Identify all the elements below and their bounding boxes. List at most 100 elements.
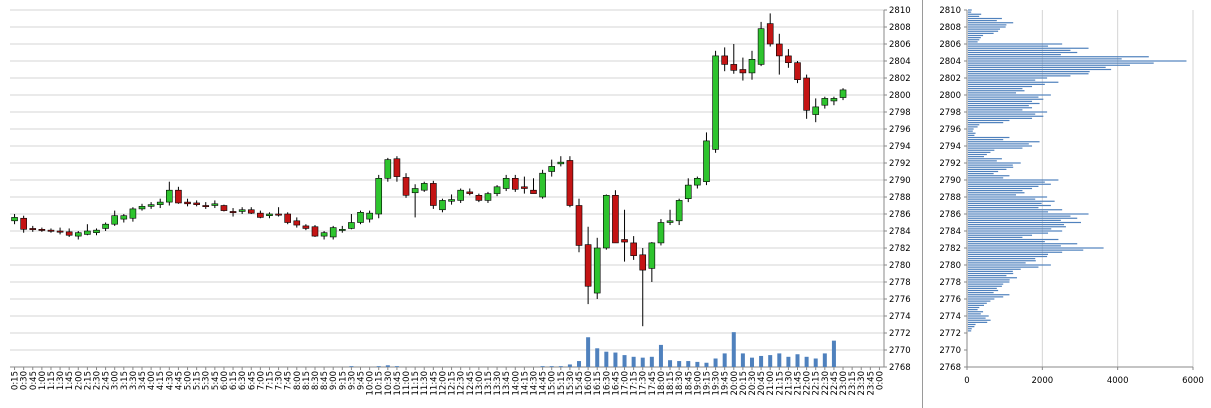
candle-body (675, 200, 683, 222)
candle-body (329, 227, 337, 238)
profile-bar (968, 285, 1002, 287)
candle-body (466, 191, 474, 194)
candle-body (175, 189, 182, 204)
candle-body (511, 178, 519, 190)
candle-body (111, 215, 118, 225)
x-tick-label: 3:15 (120, 371, 130, 390)
candle-body (757, 28, 765, 65)
panel-divider (922, 0, 923, 408)
profile-bar (968, 39, 980, 41)
x-tick-label: 9:15 (338, 371, 348, 390)
profile-bar (968, 128, 974, 130)
candle-body (402, 177, 410, 196)
y-tick-label: 2794 (889, 142, 911, 152)
candlestick-chart: 2768 2770 2772 2774 2776 2778 2780 2782 2784 2786… (10, 6, 911, 396)
volume-bar (385, 365, 390, 367)
profile-bar (968, 168, 1007, 170)
x-tick-label: 16:30 (602, 371, 612, 396)
profile-bar (968, 309, 978, 311)
x-tick-label: 13:30 (493, 371, 503, 396)
x-tick-label: 6:00 (220, 371, 230, 390)
profile-bar (968, 107, 1033, 109)
candle-body (430, 183, 437, 206)
candle-body (776, 43, 783, 57)
x-tick-label: 3:00 (111, 371, 121, 390)
candle-body (684, 184, 692, 200)
x-tick-label: 0:00 (875, 371, 885, 390)
x-tick-label: 11:15 (411, 371, 421, 396)
candle-body (393, 158, 401, 177)
candle-body (56, 230, 64, 233)
candle-body (566, 160, 574, 206)
candle-body (247, 209, 255, 214)
candle-body (275, 213, 282, 216)
x-tick-label: 1:00 (38, 371, 48, 390)
volume-bar (786, 356, 791, 367)
profile-bar (968, 105, 1029, 107)
candle-body (603, 195, 610, 249)
y-tick-label: 2776 (889, 295, 911, 305)
profile-bar (968, 11, 972, 13)
candle-body (712, 55, 719, 150)
profile-bar (968, 245, 1061, 247)
candle-body (766, 23, 774, 45)
profile-bar (968, 160, 997, 162)
profile-bar (968, 134, 975, 136)
x-tick-label: 8:30 (311, 371, 321, 390)
profile-bar (968, 330, 972, 332)
profile-bar (968, 326, 975, 328)
profile-bar (968, 298, 995, 300)
y-tick-label: 2780 (939, 261, 961, 271)
y-tick-label: 2798 (939, 108, 961, 118)
volume-bar (613, 352, 618, 367)
profile-bar (968, 64, 1130, 66)
profile-bar (968, 47, 1089, 49)
candle-body (184, 201, 191, 205)
candle-body (530, 189, 537, 194)
candle-body (202, 205, 210, 208)
x-tick-label: 10:30 (384, 371, 394, 396)
x-tick-label: 3:45 (138, 371, 148, 390)
x-tick-label: 12:15 (448, 371, 458, 396)
profile-bar (968, 151, 991, 153)
x-tick-label: 22:45 (830, 371, 840, 396)
x-tick-label: 4:00 (147, 371, 157, 390)
candle-body (20, 217, 27, 230)
volume-bar (658, 344, 663, 367)
candle-body (156, 201, 164, 205)
profile-bar (968, 296, 1004, 298)
y-tick-label: 2802 (889, 74, 911, 84)
profile-bar (968, 166, 1014, 168)
x-tick-label: 2:30 (92, 371, 102, 390)
candle-body (229, 211, 237, 213)
x-tick-label: 2:00 (74, 371, 84, 390)
x-tick-label: 11:00 (402, 371, 412, 396)
candle-body (839, 89, 847, 98)
candle-body (11, 217, 18, 222)
x-tick-label: 19:45 (721, 371, 731, 396)
x-tick-label: 22:15 (812, 371, 822, 396)
y-tick-label: 2806 (889, 40, 911, 50)
profile-bar (968, 321, 988, 323)
profile-bar (968, 224, 1065, 226)
x-tick-label: 7:00 (256, 371, 266, 390)
candle-body (375, 178, 383, 215)
profile-bar (968, 258, 1036, 260)
candle-body (748, 58, 756, 74)
x-tick-label: 23:00 (839, 371, 849, 396)
x-tick-label: 16:00 (584, 371, 594, 396)
candle-body (448, 199, 455, 202)
profile-bar (968, 130, 973, 132)
profile-bar (968, 234, 1033, 236)
profile-bar (968, 24, 1007, 26)
x-tick-label: 12:45 (466, 371, 476, 396)
profile-bar (968, 62, 1154, 64)
x-tick-label: 12:30 (457, 371, 467, 396)
candle-body (102, 223, 109, 229)
volume-bar (668, 360, 673, 367)
x-tick-label: 7:15 (265, 371, 275, 390)
y-tick-label: 2810 (889, 6, 911, 16)
candle-body (320, 232, 328, 237)
volume-bar (722, 353, 727, 367)
